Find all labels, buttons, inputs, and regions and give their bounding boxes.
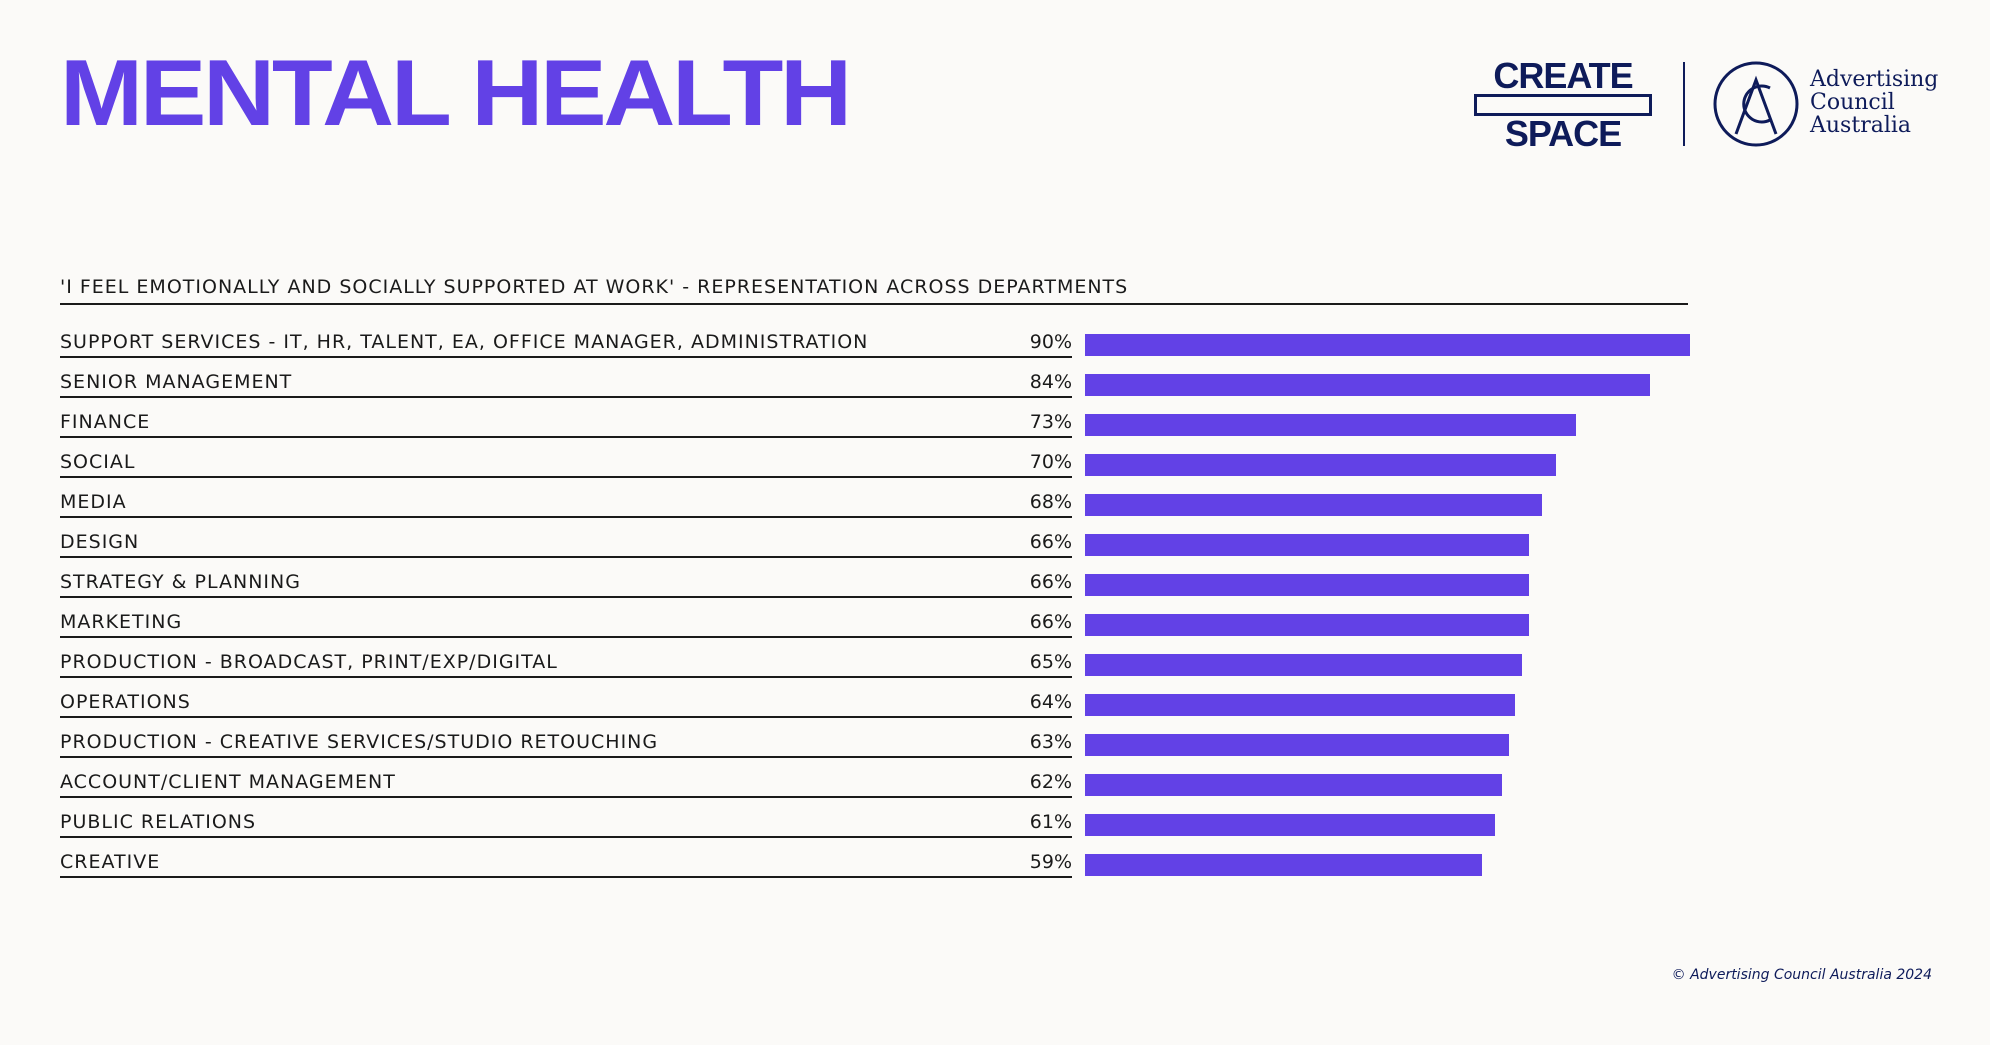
chart-row: PRODUCTION - CREATIVE SERVICES/STUDIO RE… xyxy=(60,726,1690,766)
bar xyxy=(1085,734,1509,756)
value-label: 84% xyxy=(1029,371,1072,393)
chart-row: CREATIVE 59% xyxy=(60,846,1690,886)
bar xyxy=(1085,614,1529,636)
category-label: PRODUCTION - BROADCAST, PRINT/EXP/DIGITA… xyxy=(60,648,1072,678)
category-label: SOCIAL xyxy=(60,448,1072,478)
chart-title: 'I FEEL EMOTIONALLY AND SOCIALLY SUPPORT… xyxy=(60,276,1688,305)
category-label: OPERATIONS xyxy=(60,688,1072,718)
chart-row: PUBLIC RELATIONS 61% xyxy=(60,806,1690,846)
category-label: CREATIVE xyxy=(60,848,1072,878)
acaa-line-3: Australia xyxy=(1810,113,1912,138)
chart-row: DESIGN 66% xyxy=(60,526,1690,566)
page-title: MENTAL HEALTH xyxy=(60,40,852,145)
acaa-wordmark: Advertising Council Australia xyxy=(1810,68,1938,137)
copyright: © Advertising Council Australia 2024 xyxy=(1671,967,1932,983)
chart-row: FINANCE 73% xyxy=(60,406,1690,446)
bar-track xyxy=(1085,414,1690,436)
acaa-line-2: Council xyxy=(1810,90,1895,115)
bar-chart: SUPPORT SERVICES - IT, HR, TALENT, EA, O… xyxy=(60,326,1690,886)
bar-track xyxy=(1085,734,1690,756)
logo-divider xyxy=(1683,62,1685,146)
logo-create-word: CREATE xyxy=(1493,55,1633,96)
bar-track xyxy=(1085,454,1690,476)
bar-track xyxy=(1085,814,1690,836)
logo-create-box xyxy=(1474,94,1652,116)
value-label: 65% xyxy=(1029,651,1072,673)
acaa-line-1: Advertising xyxy=(1810,67,1939,92)
bar xyxy=(1085,654,1522,676)
chart-row: OPERATIONS 64% xyxy=(60,686,1690,726)
category-label: STRATEGY & PLANNING xyxy=(60,568,1072,598)
acaa-emblem-icon xyxy=(1713,61,1799,147)
value-label: 64% xyxy=(1029,691,1072,713)
bar xyxy=(1085,334,1690,356)
chart-row: MARKETING 66% xyxy=(60,606,1690,646)
bar xyxy=(1085,814,1496,836)
bar xyxy=(1085,534,1529,556)
bar-track xyxy=(1085,694,1690,716)
bar-track xyxy=(1085,654,1690,676)
bar-track xyxy=(1085,614,1690,636)
category-label: ACCOUNT/CLIENT MANAGEMENT xyxy=(60,768,1072,798)
chart-row: MEDIA 68% xyxy=(60,486,1690,526)
bar-track xyxy=(1085,854,1690,876)
category-label: MARKETING xyxy=(60,608,1072,638)
category-label: MEDIA xyxy=(60,488,1072,518)
category-label: SUPPORT SERVICES - IT, HR, TALENT, EA, O… xyxy=(60,328,1072,358)
bar-track xyxy=(1085,334,1690,356)
value-label: 68% xyxy=(1029,491,1072,513)
bar xyxy=(1085,694,1516,716)
value-label: 63% xyxy=(1029,731,1072,753)
chart-row: PRODUCTION - BROADCAST, PRINT/EXP/DIGITA… xyxy=(60,646,1690,686)
bar-track xyxy=(1085,494,1690,516)
value-label: 66% xyxy=(1029,611,1072,633)
chart-row: SUPPORT SERVICES - IT, HR, TALENT, EA, O… xyxy=(60,326,1690,366)
bar-track xyxy=(1085,374,1690,396)
bar-track xyxy=(1085,574,1690,596)
value-label: 61% xyxy=(1029,811,1072,833)
bar xyxy=(1085,854,1482,876)
bar-track xyxy=(1085,774,1690,796)
bar xyxy=(1085,494,1543,516)
bar xyxy=(1085,414,1576,436)
logo-space-word: SPACE xyxy=(1504,113,1622,154)
chart-row: SOCIAL 70% xyxy=(60,446,1690,486)
chart-row: SENIOR MANAGEMENT 84% xyxy=(60,366,1690,406)
bar xyxy=(1085,774,1502,796)
value-label: 73% xyxy=(1029,411,1072,433)
value-label: 62% xyxy=(1029,771,1072,793)
value-label: 59% xyxy=(1029,851,1072,873)
bar xyxy=(1085,574,1529,596)
category-label: DESIGN xyxy=(60,528,1072,558)
category-label: SENIOR MANAGEMENT xyxy=(60,368,1072,398)
value-label: 70% xyxy=(1029,451,1072,473)
value-label: 90% xyxy=(1029,331,1072,353)
bar-track xyxy=(1085,534,1690,556)
category-label: PRODUCTION - CREATIVE SERVICES/STUDIO RE… xyxy=(60,728,1072,758)
bar xyxy=(1085,454,1556,476)
create-space-logo: CREATE SPACE xyxy=(1474,55,1652,154)
category-label: FINANCE xyxy=(60,408,1072,438)
chart-row: ACCOUNT/CLIENT MANAGEMENT 62% xyxy=(60,766,1690,806)
chart-row: STRATEGY & PLANNING 66% xyxy=(60,566,1690,606)
category-label: PUBLIC RELATIONS xyxy=(60,808,1072,838)
value-label: 66% xyxy=(1029,531,1072,553)
bar xyxy=(1085,374,1650,396)
value-label: 66% xyxy=(1029,571,1072,593)
